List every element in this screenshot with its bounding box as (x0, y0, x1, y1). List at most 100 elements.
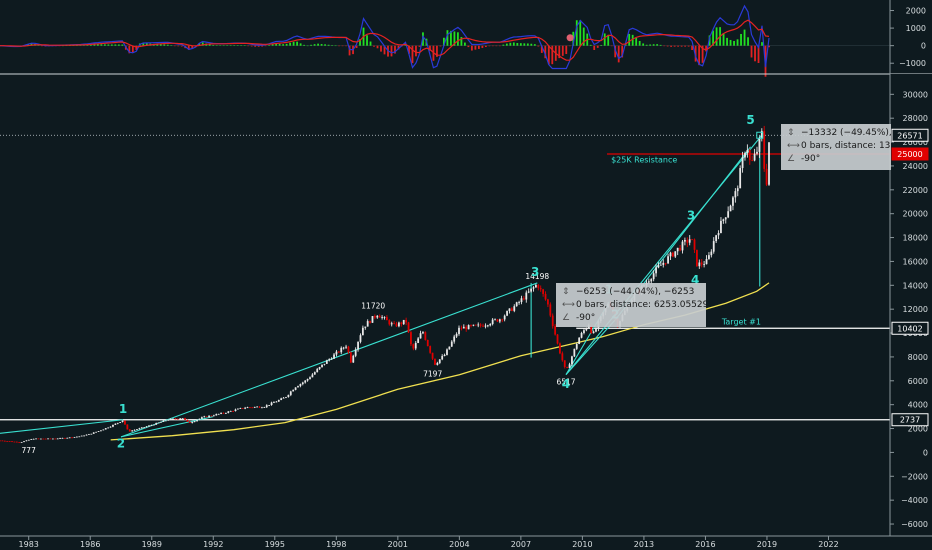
measure-tooltip-2018[interactable]: ⇕ −13332 (−49.45%), − ⟷0 bars, distance: … (781, 124, 891, 170)
indicator-histogram-bar (754, 45, 756, 62)
candle-body (261, 407, 263, 409)
candle-body (342, 347, 345, 349)
indicator-histogram-bar (383, 45, 386, 55)
candle-body (542, 289, 545, 294)
price-range-icon: ⇕ (562, 287, 570, 297)
candle-body (333, 354, 335, 359)
candle-body (280, 398, 283, 401)
indicator-histogram-bar (736, 39, 739, 46)
candle-body (373, 316, 376, 318)
indicator-histogram-bar (128, 45, 131, 54)
candle-body (340, 347, 343, 353)
indicator-histogram-bar (680, 45, 683, 47)
candle-body (18, 442, 21, 443)
indicator-histogram-bar (663, 45, 666, 47)
indicator-histogram-bar (568, 45, 571, 47)
price-tick-label: 30000 (903, 90, 928, 99)
indicator-histogram-bar (359, 39, 361, 46)
candle-body (429, 346, 432, 353)
indicator-histogram-bar (159, 44, 162, 46)
candle-body (44, 438, 47, 440)
indicator-histogram-bar (236, 45, 239, 46)
indicator-histogram-bar (79, 45, 82, 46)
indicator-histogram-bar (436, 45, 438, 57)
candle-body (595, 328, 597, 332)
candle-body (364, 326, 367, 328)
candle-body (112, 424, 114, 427)
indicator-histogram-bar (631, 34, 634, 46)
candle-body (462, 326, 465, 329)
candle-body (121, 420, 124, 423)
candle-body (133, 429, 136, 431)
price-tick-label: 2000 (908, 425, 928, 434)
time-axis: 1983 1986 1989 1992 1995 1998 2001 2004 2007 2010… (0, 535, 932, 549)
indicator-histogram-bar (394, 45, 396, 54)
indicator-histogram-bar (565, 45, 568, 55)
candle-body (458, 327, 460, 334)
signal-line (0, 19, 770, 61)
indicator-histogram-bar (740, 33, 742, 46)
indicator-histogram-bar (212, 45, 215, 46)
candle-body (54, 438, 57, 440)
candle-body (551, 315, 554, 327)
trend-line (565, 134, 763, 375)
indicator-histogram-bar (722, 33, 725, 46)
candle-body (270, 402, 273, 406)
candle-body (535, 285, 537, 288)
candle-body (585, 327, 588, 331)
measure-price-change: −6253 (−44.04%), −6253 (576, 287, 695, 297)
indicator-histogram-bar (551, 45, 554, 65)
wave-label: 3 (531, 265, 539, 279)
candle-body (215, 414, 218, 416)
indicator-histogram-bar (289, 42, 292, 46)
candle-body (181, 418, 184, 419)
time-tick-label: 2001 (388, 540, 408, 549)
candle-body (328, 359, 331, 361)
candle-body (554, 326, 557, 335)
candle-body (412, 344, 415, 349)
indicator-histogram-bar (177, 45, 180, 47)
candle-body (520, 298, 523, 303)
candle-body (568, 364, 571, 368)
indicator-histogram-bar (687, 45, 690, 47)
candle-body (131, 430, 134, 432)
pivot-label: 777 (22, 446, 37, 455)
candle-body (450, 341, 453, 347)
indicator-histogram-bar (261, 45, 264, 47)
price-tick-label: 8000 (908, 353, 928, 362)
indicator-histogram-bar (411, 45, 414, 64)
candle-body (482, 325, 484, 327)
candle-body (756, 151, 758, 154)
moving-average-line (110, 282, 770, 441)
indicator-histogram-bar (729, 39, 732, 46)
indicator-histogram-bar (219, 45, 222, 47)
indicator-histogram-bar (208, 44, 211, 46)
candle-body (109, 426, 112, 428)
candle-body (59, 438, 61, 439)
candle-body (193, 421, 196, 423)
indicator-histogram-bar (142, 42, 145, 46)
indicator-alert-marker (566, 34, 574, 42)
indicator-histogram-bar (198, 43, 201, 46)
measure-bars-distance: 0 bars, distance: 133 (801, 141, 891, 151)
indicator-histogram-bar (173, 45, 176, 47)
candle-body (688, 239, 691, 243)
indicator-histogram-bar (296, 41, 299, 46)
indicator-histogram-bar (505, 43, 508, 46)
pivot-label: 14198 (525, 272, 549, 281)
indicator-tick-label: −1000 (899, 59, 926, 68)
candle-body (200, 417, 203, 419)
candle-body (49, 438, 52, 440)
candle-body (114, 423, 117, 425)
candle-body (304, 380, 307, 383)
indicator-histogram-bar (582, 27, 585, 46)
indicator-histogram-bar (86, 44, 89, 46)
indicator-histogram-bar (526, 43, 529, 46)
measure-angle: -90° (576, 313, 596, 323)
measure-tooltip-2008[interactable]: ⇕ −6253 (−44.04%), −6253 ⟷0 bars, distanc… (556, 283, 706, 327)
candle-body (1, 440, 4, 442)
candle-body (249, 407, 251, 409)
candle-body (306, 378, 309, 381)
price-tick-label: 6000 (908, 377, 928, 386)
indicator-histogram-bar (474, 45, 477, 50)
